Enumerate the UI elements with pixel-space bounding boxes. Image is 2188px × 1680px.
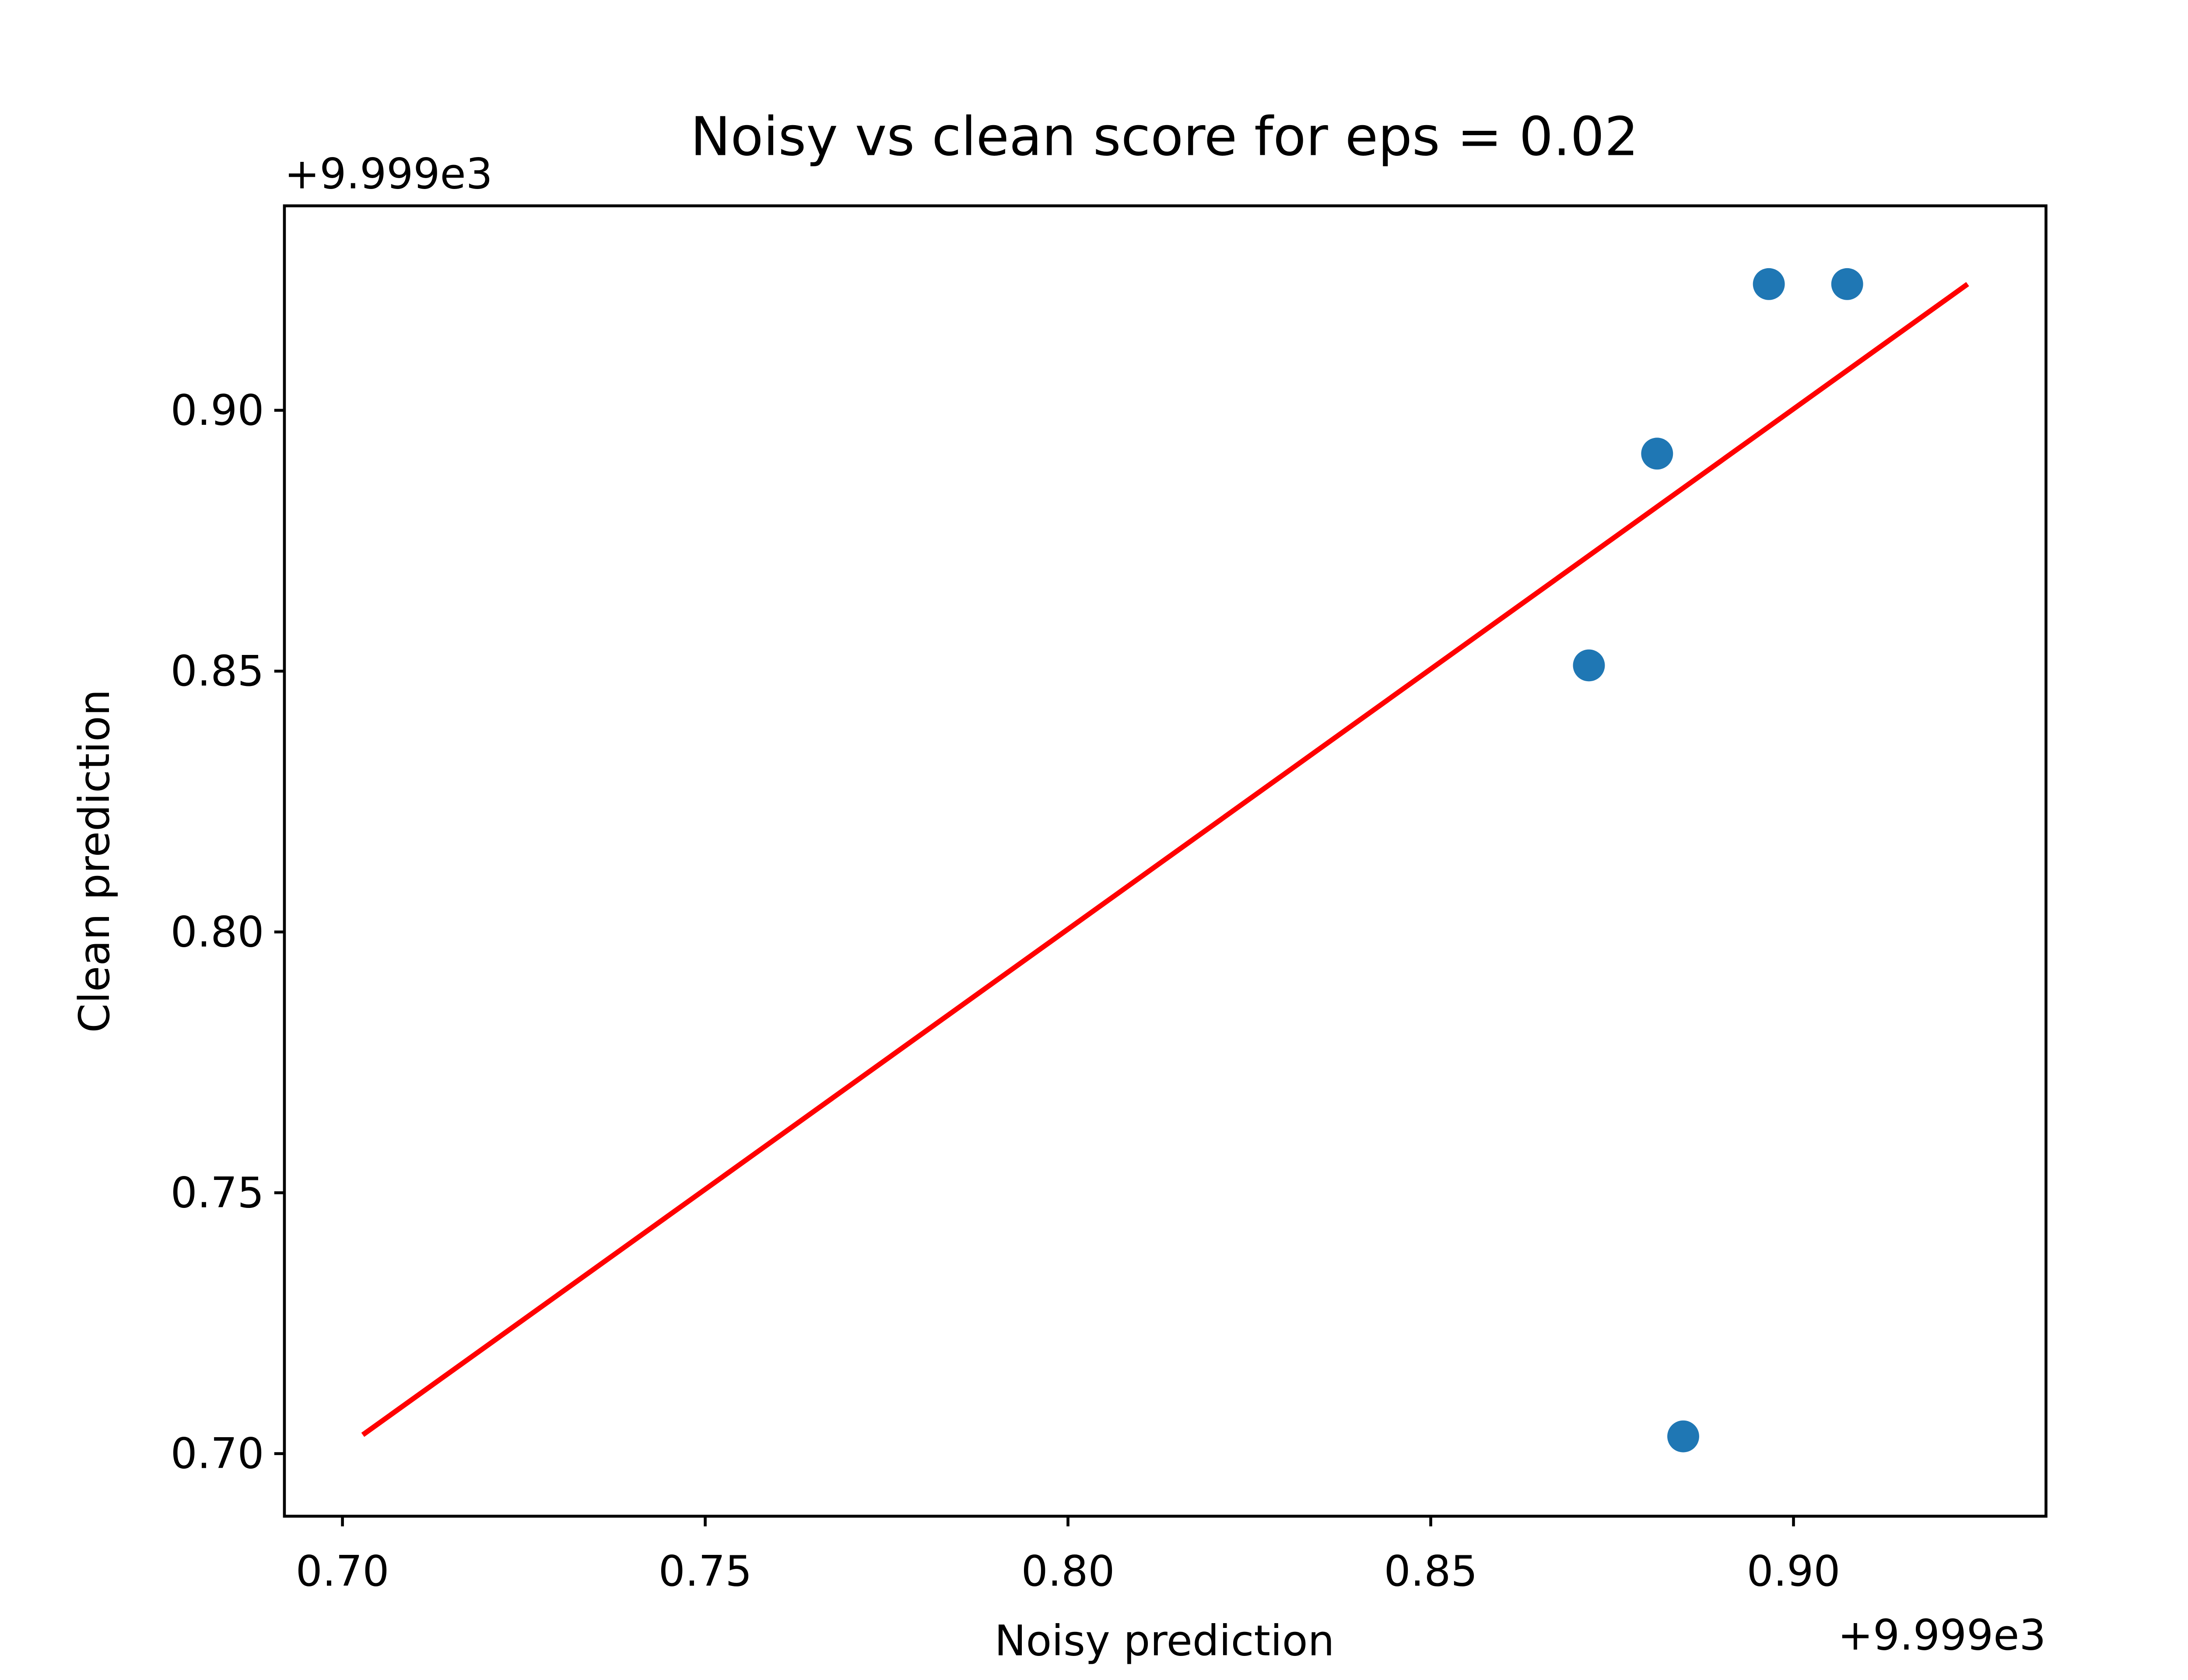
axes-frame	[283, 204, 2048, 1518]
y-tick-label: 0.85	[171, 647, 264, 696]
y-axis-label: Clean prediction	[70, 689, 119, 1032]
x-tick-label: 0.70	[296, 1547, 389, 1596]
fit-line	[361, 282, 1969, 1437]
y-tick-label: 0.90	[171, 386, 264, 435]
y-tick-label: 0.80	[171, 907, 264, 956]
y-tick-label: 0.75	[171, 1168, 264, 1217]
x-tick-label: 0.85	[1384, 1547, 1478, 1596]
scatter-point	[1641, 438, 1673, 470]
scatter-point	[1753, 268, 1785, 300]
y-offset-label: +9.999e3	[284, 150, 493, 199]
x-tick-label: 0.90	[1747, 1547, 1841, 1596]
scatter-point	[1667, 1420, 1699, 1452]
x-tick-label: 0.80	[1021, 1547, 1115, 1596]
scatter-point	[1573, 649, 1605, 682]
x-tick-label: 0.75	[659, 1547, 752, 1596]
plot-area	[361, 268, 1969, 1452]
x-axis-label: Noisy prediction	[995, 1617, 1335, 1666]
x-offset-label: +9.999e3	[1838, 1610, 2046, 1659]
scatter-point	[1831, 268, 1863, 300]
chart-title: Noisy vs clean score for eps = 0.02	[691, 105, 1639, 168]
y-tick-label: 0.70	[171, 1429, 264, 1478]
